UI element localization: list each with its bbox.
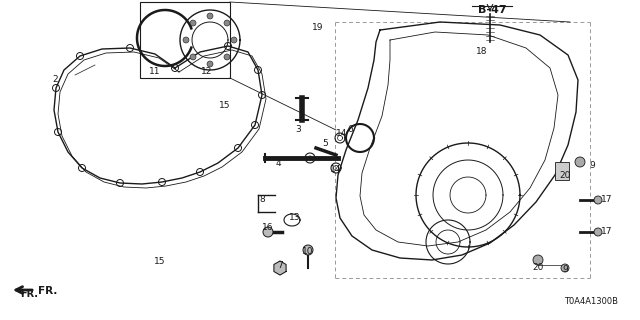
Text: 18: 18 <box>476 47 488 57</box>
Text: 2: 2 <box>52 76 58 84</box>
Text: 17: 17 <box>601 196 612 204</box>
Circle shape <box>207 61 213 67</box>
Text: 17: 17 <box>601 228 612 236</box>
Polygon shape <box>274 261 286 275</box>
Circle shape <box>594 228 602 236</box>
Text: 7: 7 <box>277 260 283 269</box>
Text: 6: 6 <box>347 125 353 134</box>
Circle shape <box>303 245 313 255</box>
Text: FR.: FR. <box>20 289 38 299</box>
Circle shape <box>207 13 213 19</box>
Bar <box>140 2 230 78</box>
Circle shape <box>263 227 273 237</box>
Circle shape <box>190 54 196 60</box>
Text: 15: 15 <box>154 258 166 267</box>
Circle shape <box>183 37 189 43</box>
Text: B-47: B-47 <box>477 5 506 15</box>
Text: 14: 14 <box>336 129 348 138</box>
Text: 9: 9 <box>562 266 568 275</box>
Text: FR.: FR. <box>38 286 58 296</box>
Circle shape <box>575 157 585 167</box>
Text: 3: 3 <box>295 125 301 134</box>
Text: 12: 12 <box>202 68 212 76</box>
Text: 9: 9 <box>589 161 595 170</box>
Text: 15: 15 <box>220 100 231 109</box>
Text: 14: 14 <box>330 165 342 174</box>
Text: 19: 19 <box>312 23 324 33</box>
Text: 10: 10 <box>302 247 314 257</box>
Circle shape <box>190 20 196 26</box>
Text: 8: 8 <box>259 196 265 204</box>
Text: 11: 11 <box>149 68 161 76</box>
Text: T0A4A1300B: T0A4A1300B <box>564 297 618 306</box>
Circle shape <box>533 255 543 265</box>
Bar <box>555 162 569 180</box>
Text: 20: 20 <box>559 171 571 180</box>
Circle shape <box>224 20 230 26</box>
Text: 16: 16 <box>262 223 274 233</box>
Circle shape <box>224 54 230 60</box>
Text: 4: 4 <box>275 158 281 167</box>
Text: 13: 13 <box>289 213 301 222</box>
Circle shape <box>561 264 569 272</box>
Circle shape <box>594 196 602 204</box>
Circle shape <box>231 37 237 43</box>
Text: 20: 20 <box>532 263 544 273</box>
Text: 5: 5 <box>322 139 328 148</box>
